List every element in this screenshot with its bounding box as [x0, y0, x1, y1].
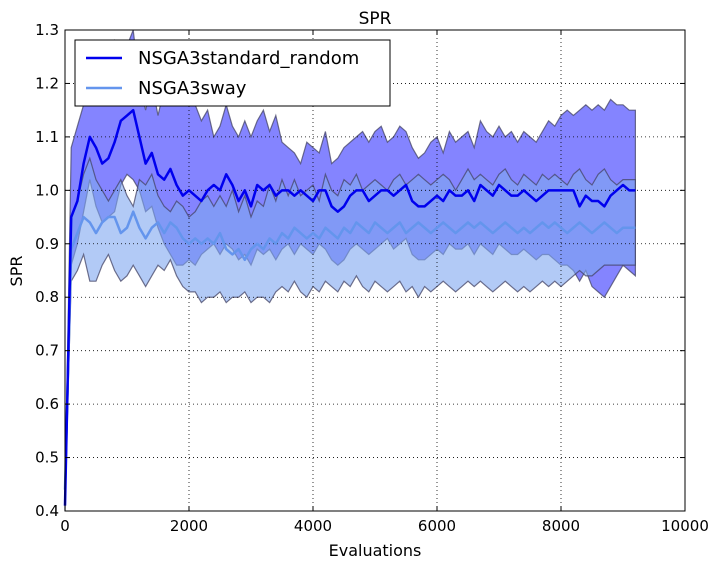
y-tick-label: 0.8	[35, 288, 59, 306]
y-tick-label: 0.6	[35, 395, 59, 413]
y-axis-ticks: 0.4 0.5 0.6 0.7 0.8 0.9 1.0 1.1 1.2 1.3	[35, 21, 685, 520]
gridlines	[65, 30, 685, 511]
legend-box	[74, 39, 391, 107]
x-axis-ticks: 0 2000 4000 6000 8000 10000	[60, 30, 709, 535]
plot-area	[63, 29, 685, 512]
y-axis-label: SPR	[7, 256, 26, 287]
legend: NSGA3standard_random NSGA3sway	[74, 39, 391, 107]
x-tick-label: 10000	[661, 517, 709, 535]
y-tick-label: 1.0	[35, 181, 59, 199]
y-tick-label: 1.3	[35, 21, 59, 39]
series-lines	[63, 108, 636, 506]
y-tick-label: 0.4	[35, 502, 59, 520]
x-axis-label: Evaluations	[329, 541, 422, 560]
x-tick-label: 4000	[294, 517, 332, 535]
y-tick-label: 0.7	[35, 342, 59, 360]
y-tick-label: 0.5	[35, 449, 59, 467]
x-tick-label: 6000	[418, 517, 456, 535]
band-series-2	[64, 156, 637, 501]
y-tick-label: 1.1	[35, 128, 59, 146]
y-tick-label: 0.9	[35, 235, 59, 253]
x-tick-label: 0	[60, 517, 70, 535]
x-tick-label: 8000	[542, 517, 580, 535]
legend-label-series-1: NSGA3standard_random	[138, 48, 359, 69]
x-tick-label: 2000	[170, 517, 208, 535]
chart-title: SPR	[359, 9, 392, 29]
legend-label-series-2: NSGA3sway	[138, 78, 247, 99]
line-series-2	[63, 210, 636, 490]
plot-frame	[64, 29, 686, 512]
y-tick-label: 1.2	[35, 74, 59, 92]
confidence-bands	[64, 29, 637, 512]
line-series-1	[63, 108, 636, 506]
